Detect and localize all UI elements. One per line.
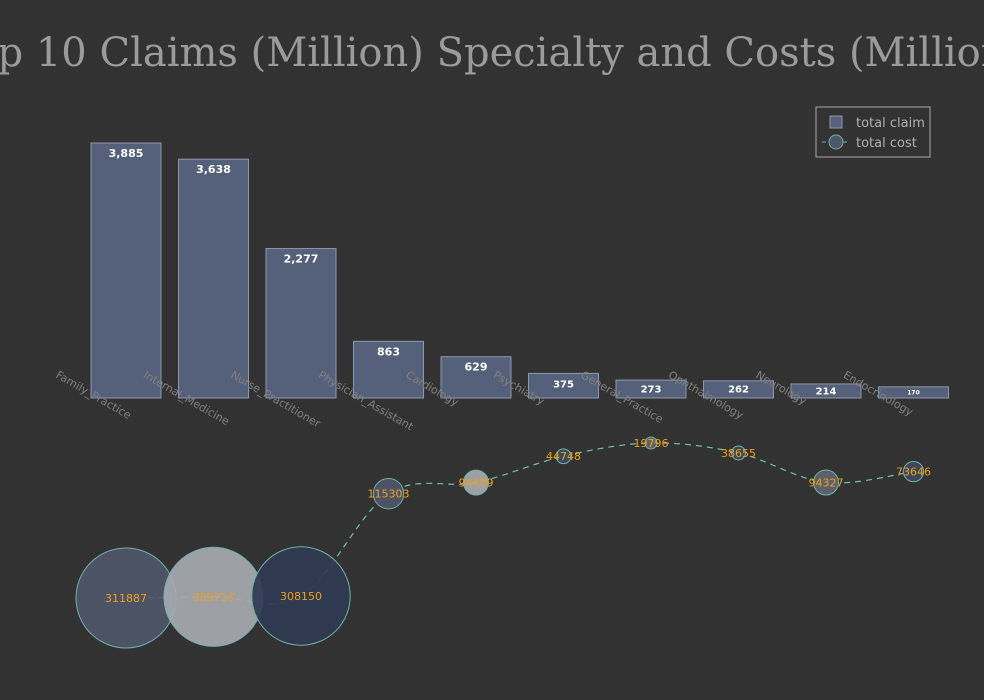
cost-value-label: 19796 [634, 437, 669, 450]
cost-bubble[interactable] [555, 448, 572, 465]
bar-value-label: 262 [728, 385, 749, 396]
bar-neurology[interactable] [790, 383, 862, 399]
bar-value-label: 273 [641, 384, 662, 395]
cost-bubble[interactable] [731, 445, 746, 461]
bar-value-label: 3,638 [196, 163, 231, 176]
cost-value-label: 73646 [896, 466, 931, 479]
cost-series: 311887 309713 308150 115303 94409 44748 19796 3… [75, 436, 931, 649]
cost-bubble[interactable] [462, 469, 490, 496]
cost-value-label: 44748 [546, 450, 581, 463]
bar-cardiology[interactable] [440, 356, 512, 399]
bar-value-label: 629 [465, 361, 488, 374]
bar-value-label: 2,277 [284, 253, 319, 266]
bar-nurse-practitioner[interactable] [265, 248, 337, 399]
bar-value-label: 375 [553, 379, 574, 390]
legend[interactable]: total claim total cost [815, 106, 931, 158]
bar-general-practice[interactable] [615, 379, 687, 399]
cost-value-label: 94327 [809, 477, 844, 490]
bar-ophthalmology[interactable] [703, 380, 774, 399]
bar-endocrinology[interactable] [878, 386, 949, 399]
legend-box [815, 106, 931, 158]
cost-value-label: 309713 [193, 591, 235, 604]
cost-value-label: 115303 [368, 488, 410, 501]
bar-value-label: 863 [377, 345, 400, 358]
cost-value-label: 38655 [721, 447, 756, 460]
cost-value-label: 94409 [459, 477, 494, 490]
cost-bubble[interactable] [644, 436, 658, 450]
bar-value-label: 3,885 [109, 147, 144, 160]
chart-title: Top 10 Claims (Million) Specialty and Co… [0, 30, 984, 76]
cost-value-label: 308150 [280, 590, 322, 603]
bar-family-practice[interactable] [90, 142, 162, 399]
legend-claim-label: total claim [856, 116, 925, 131]
bar-value-label: 214 [816, 386, 837, 397]
legend-claim-swatch [829, 115, 843, 129]
bar-series: 3,885 3,638 2,277 863 629 375 273 262 214 170 [90, 142, 949, 399]
bar-value-label: 170 [907, 389, 920, 396]
bar-psychiatry[interactable] [528, 372, 599, 399]
cost-bubble[interactable] [902, 460, 925, 483]
cost-value-label: 311887 [105, 592, 147, 605]
legend-cost-label: total cost [856, 136, 917, 151]
bar-internal-medicine[interactable] [178, 158, 249, 399]
cost-bubble[interactable] [812, 469, 840, 496]
cost-bubble[interactable] [372, 477, 405, 510]
bar-physician-assistant[interactable] [353, 340, 424, 399]
legend-cost-swatch [828, 134, 844, 150]
cost-bubble[interactable] [251, 546, 351, 646]
